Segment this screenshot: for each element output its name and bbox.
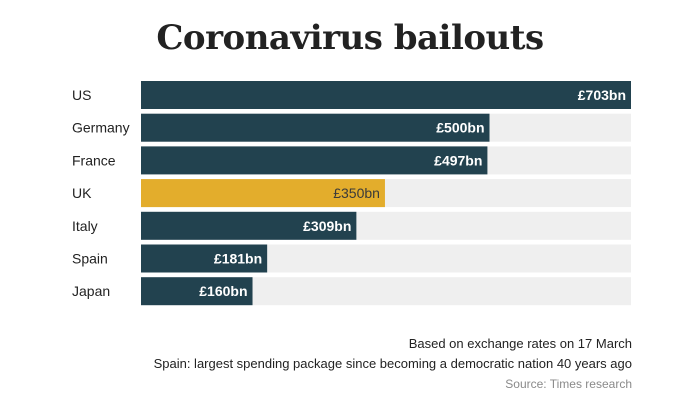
value-label-japan: £160bn <box>199 283 247 299</box>
value-label-germany: £500bn <box>436 120 484 136</box>
chart-title: Coronavirus bailouts <box>156 18 544 58</box>
value-label-italy: £309bn <box>303 218 351 234</box>
value-label-spain: £181bn <box>214 251 262 267</box>
category-label-germany: Germany <box>72 120 130 136</box>
category-label-uk: UK <box>72 185 92 201</box>
bar-italy <box>141 211 357 240</box>
bar-germany <box>141 113 490 142</box>
bar-france <box>141 146 488 175</box>
category-label-italy: Italy <box>72 218 98 234</box>
value-label-uk: £350bn <box>333 185 380 201</box>
bar-us <box>141 81 631 109</box>
source-credit: Source: Times research <box>505 377 632 391</box>
note-spain: Spain: largest spending package since be… <box>153 356 632 371</box>
chart-notes: Based on exchange rates on 17 March Spai… <box>154 334 632 394</box>
bar-spain <box>141 244 268 273</box>
bar-uk <box>141 179 385 208</box>
category-label-us: US <box>72 87 91 103</box>
category-label-japan: Japan <box>72 283 110 299</box>
note-exchange-rates: Based on exchange rates on 17 March <box>408 336 632 351</box>
value-label-france: £497bn <box>434 152 482 168</box>
category-label-spain: Spain <box>72 251 108 267</box>
category-label-france: France <box>72 152 116 168</box>
bar-japan <box>141 277 253 306</box>
value-label-us: £703bn <box>578 87 626 103</box>
